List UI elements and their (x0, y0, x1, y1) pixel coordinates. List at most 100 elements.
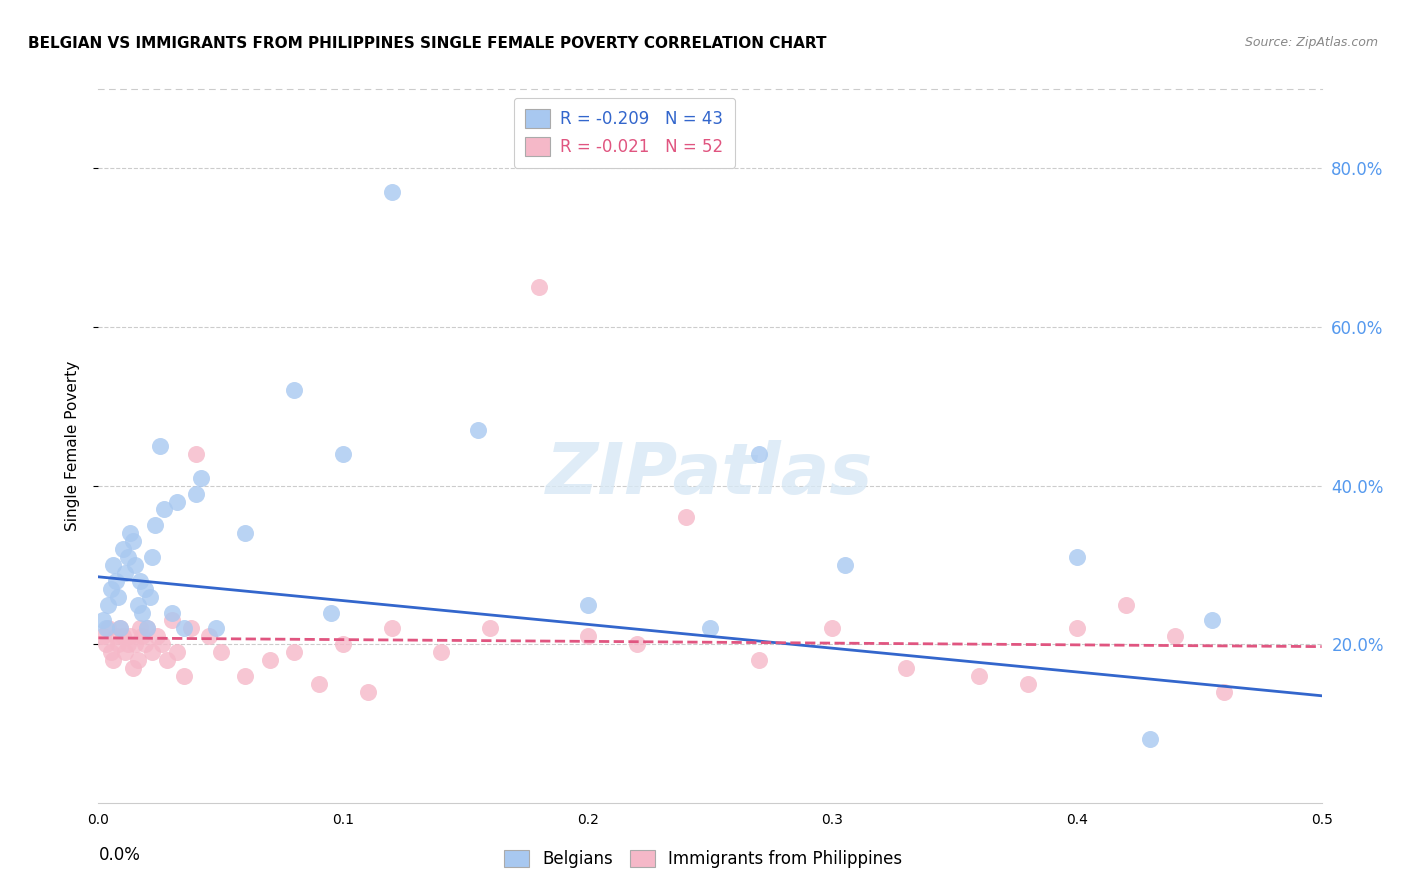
Point (110, 621, 132, 635)
Point (100, 645, 122, 659)
Point (120, 629, 142, 643)
Point (576, 629, 599, 643)
Point (104, 574, 127, 588)
Text: 0.0%: 0.0% (98, 846, 141, 863)
Point (121, 534, 143, 549)
Point (150, 637, 173, 651)
Point (97, 598, 120, 612)
Point (129, 574, 152, 588)
Point (1066, 621, 1088, 635)
Point (97, 621, 120, 635)
Point (283, 384, 305, 398)
Point (967, 669, 990, 683)
Legend: R = -0.209   N = 43, R = -0.021   N = 52: R = -0.209 N = 43, R = -0.021 N = 52 (513, 97, 735, 168)
Point (1164, 629, 1187, 643)
Point (124, 637, 146, 651)
Point (143, 518, 166, 533)
Point (527, 280, 550, 294)
Point (160, 614, 183, 628)
Point (1212, 685, 1234, 699)
Point (308, 677, 330, 691)
Point (467, 423, 489, 437)
Point (332, 447, 354, 461)
Point (173, 669, 195, 683)
Point (748, 447, 770, 461)
Point (114, 645, 136, 659)
Point (186, 447, 208, 461)
Point (332, 637, 354, 651)
Point (430, 645, 453, 659)
Point (233, 526, 256, 541)
Point (136, 621, 159, 635)
Point (127, 653, 149, 667)
Legend: Belgians, Immigrants from Philippines: Belgians, Immigrants from Philippines (498, 843, 908, 875)
Point (699, 621, 721, 635)
Point (576, 598, 599, 612)
Point (381, 186, 404, 200)
Point (626, 637, 648, 651)
Point (834, 558, 856, 572)
Point (134, 637, 156, 651)
Point (209, 645, 232, 659)
Point (121, 661, 143, 675)
Point (146, 629, 169, 643)
Point (894, 661, 917, 675)
Point (110, 621, 132, 635)
Text: BELGIAN VS IMMIGRANTS FROM PHILIPPINES SINGLE FEMALE POVERTY CORRELATION CHART: BELGIAN VS IMMIGRANTS FROM PHILIPPINES S… (28, 36, 827, 51)
Point (100, 582, 122, 596)
Text: ZIPatlas: ZIPatlas (547, 440, 873, 509)
Point (107, 637, 129, 651)
Point (675, 510, 697, 524)
Point (129, 621, 152, 635)
Point (356, 685, 378, 699)
Point (186, 486, 208, 500)
Point (190, 471, 212, 485)
Point (319, 606, 342, 620)
Point (1115, 598, 1137, 612)
Point (166, 645, 188, 659)
Text: Source: ZipAtlas.com: Source: ZipAtlas.com (1244, 36, 1378, 49)
Point (821, 621, 844, 635)
Point (124, 558, 146, 572)
Point (117, 549, 139, 564)
Point (160, 606, 183, 620)
Point (94, 637, 117, 651)
Point (1066, 549, 1088, 564)
Point (101, 653, 124, 667)
Point (283, 645, 305, 659)
Point (141, 549, 163, 564)
Point (114, 566, 136, 580)
Point (139, 590, 162, 604)
Point (94, 621, 117, 635)
Point (117, 637, 139, 651)
Point (259, 653, 281, 667)
Point (166, 494, 188, 508)
Point (91, 629, 114, 643)
Point (173, 621, 195, 635)
Point (149, 439, 172, 453)
Point (101, 558, 124, 572)
Point (127, 598, 149, 612)
Point (107, 590, 129, 604)
Point (381, 621, 404, 635)
Point (205, 621, 228, 635)
Point (1017, 677, 1039, 691)
Point (104, 629, 127, 643)
Point (156, 653, 179, 667)
Point (120, 526, 142, 541)
Point (91, 614, 114, 628)
Point (131, 629, 153, 643)
Point (1139, 732, 1161, 747)
Point (141, 645, 163, 659)
Point (233, 669, 256, 683)
Point (131, 606, 153, 620)
Point (136, 621, 159, 635)
Y-axis label: Single Female Poverty: Single Female Poverty (65, 361, 80, 531)
Point (180, 621, 202, 635)
Point (1201, 614, 1223, 628)
Point (748, 653, 770, 667)
Point (153, 502, 176, 516)
Point (478, 621, 501, 635)
Point (134, 582, 156, 596)
Point (197, 629, 219, 643)
